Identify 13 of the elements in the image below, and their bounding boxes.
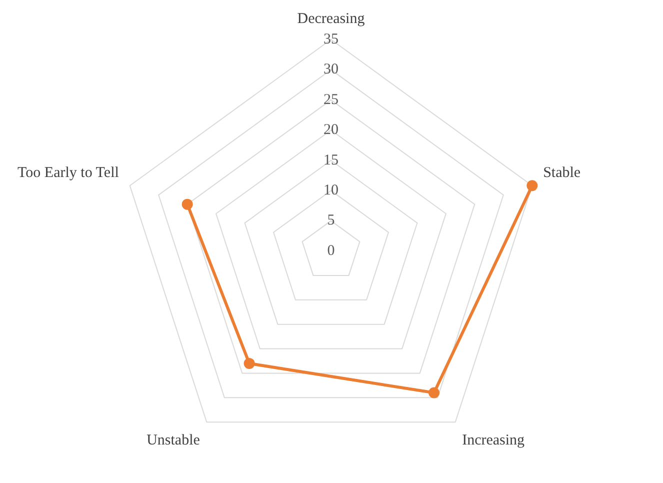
spoke-label: Increasing bbox=[462, 432, 526, 448]
y-tick-label: 15 bbox=[324, 152, 338, 168]
spoke-label: Too Early to Tell bbox=[18, 165, 119, 182]
y-tick-label: 10 bbox=[324, 182, 338, 199]
y-tick-label: 30 bbox=[324, 62, 338, 78]
y-tick-label: 20 bbox=[324, 122, 338, 138]
spoke-label: Unstable bbox=[146, 432, 200, 448]
y-tick-label: 35 bbox=[324, 31, 338, 48]
y-tick-label: 0 bbox=[327, 242, 335, 259]
y-tick-label: 5 bbox=[327, 212, 335, 229]
spoke-label: Stable bbox=[543, 165, 581, 182]
y-tick-label: 25 bbox=[324, 92, 338, 108]
spoke-label: Decreasing bbox=[297, 10, 366, 27]
